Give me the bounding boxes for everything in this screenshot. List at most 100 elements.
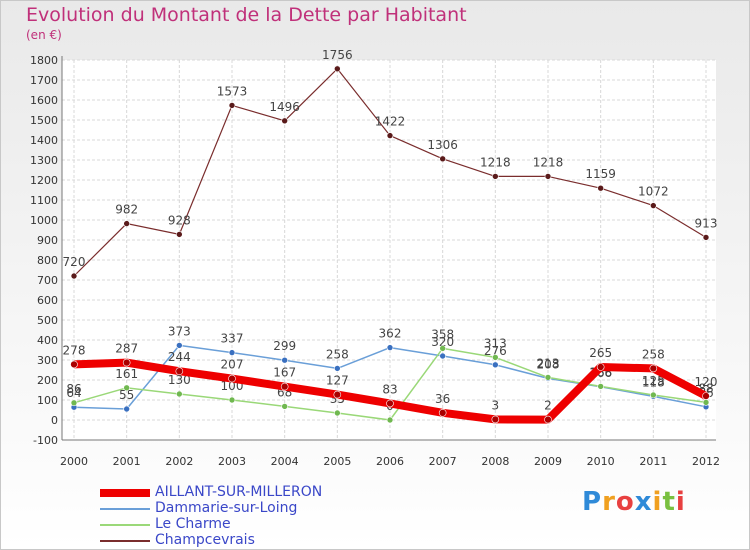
data-label: 161 <box>115 367 138 381</box>
logo-letter: o <box>615 487 635 517</box>
data-label: 258 <box>642 347 665 361</box>
data-label: 928 <box>168 213 191 227</box>
data-label: 2 <box>544 399 552 413</box>
data-point <box>281 117 288 125</box>
data-point <box>386 344 394 351</box>
data-point <box>439 345 446 352</box>
data-point <box>228 396 236 404</box>
logo-letter: r <box>602 487 616 517</box>
x-tick-label: 2010 <box>587 455 615 468</box>
data-point <box>650 202 657 209</box>
x-tick-label: 2002 <box>165 455 193 468</box>
data-point <box>70 399 78 407</box>
x-tick-label: 2000 <box>60 455 88 468</box>
x-tick-label: 2011 <box>639 455 667 468</box>
y-tick-label: -100 <box>33 434 58 447</box>
data-label: 337 <box>221 332 244 346</box>
y-tick-label: 1300 <box>30 154 58 167</box>
logo-letter: x <box>634 487 653 517</box>
logo-letter: i <box>652 487 663 517</box>
data-label: 130 <box>168 373 191 387</box>
data-point <box>492 354 499 361</box>
data-point <box>597 383 604 390</box>
legend-label-le-charme: Le Charme <box>155 516 231 532</box>
data-point <box>702 392 710 400</box>
x-tick-label: 2012 <box>692 455 720 468</box>
y-tick-label: 1200 <box>30 174 58 187</box>
data-point <box>544 415 552 424</box>
data-point <box>492 361 499 369</box>
data-label: 3 <box>492 398 500 412</box>
data-point <box>334 65 341 73</box>
data-label: 1072 <box>638 185 669 199</box>
y-tick-label: 300 <box>37 354 58 367</box>
data-point <box>386 399 394 408</box>
x-tick-label: 2008 <box>481 455 509 468</box>
data-label: 167 <box>273 366 296 380</box>
logo-letter: P <box>582 487 603 517</box>
logo-letter: t <box>662 487 676 517</box>
data-point <box>491 415 500 424</box>
data-label: 36 <box>435 392 450 406</box>
data-point <box>544 173 552 180</box>
data-point <box>228 374 236 383</box>
y-tick-label: 1500 <box>30 114 58 127</box>
x-tick-label: 2006 <box>376 455 404 468</box>
y-tick-label: 500 <box>37 314 58 327</box>
data-label: 213 <box>537 356 560 370</box>
data-point <box>702 234 710 241</box>
data-point <box>596 363 605 371</box>
data-label: 1306 <box>427 138 458 152</box>
data-label: 358 <box>431 327 454 341</box>
data-point <box>650 391 657 399</box>
x-tick-label: 2007 <box>429 455 457 468</box>
data-point <box>123 220 130 227</box>
y-tick-label: 800 <box>37 254 58 267</box>
legend-label-aillant: AILLANT-SUR-MILLERON <box>155 484 323 500</box>
data-point <box>544 374 552 381</box>
legend-label-champcevrais: Champcevrais <box>155 532 255 548</box>
data-point <box>334 409 341 417</box>
data-point <box>176 342 183 349</box>
data-label: 265 <box>589 346 612 360</box>
plot-area <box>62 60 716 440</box>
data-label: 982 <box>115 203 138 217</box>
data-point <box>280 382 289 391</box>
data-label: 1573 <box>217 84 248 98</box>
y-tick-label: 400 <box>37 334 58 347</box>
y-tick-label: 1000 <box>30 214 58 227</box>
data-label: 207 <box>221 358 244 372</box>
data-label: 208 <box>537 357 560 371</box>
data-point <box>176 390 183 398</box>
data-point <box>281 356 288 364</box>
y-tick-label: 1700 <box>30 74 58 87</box>
data-label: 1422 <box>375 115 406 129</box>
data-point <box>386 416 394 424</box>
data-point <box>386 132 394 139</box>
logo-letter: i <box>675 487 686 517</box>
data-label: 258 <box>326 347 349 361</box>
y-tick-label: 200 <box>37 374 58 387</box>
data-label: 1496 <box>269 100 300 114</box>
y-tick-label: 0 <box>51 414 58 427</box>
data-point <box>439 352 446 360</box>
y-tick-label: 600 <box>37 294 58 307</box>
data-point <box>281 403 288 410</box>
data-label: 1218 <box>480 155 511 169</box>
data-label: 118 <box>642 375 665 389</box>
legend-swatch-aillant <box>100 489 150 497</box>
legend-swatch-dammarie <box>100 508 150 510</box>
y-tick-label: 900 <box>37 234 58 247</box>
x-tick-label: 2004 <box>271 455 299 468</box>
data-point <box>228 349 236 356</box>
x-tick-label: 2001 <box>113 455 141 468</box>
legend-swatch-le-charme <box>100 524 150 526</box>
data-point <box>438 408 447 417</box>
x-tick-label: 2003 <box>218 455 246 468</box>
proxiti-logo: Proxiti <box>582 487 686 517</box>
data-label: 86 <box>66 382 81 396</box>
data-label: 1218 <box>533 155 564 169</box>
x-tick-label: 2005 <box>323 455 351 468</box>
data-label: 83 <box>382 382 397 396</box>
